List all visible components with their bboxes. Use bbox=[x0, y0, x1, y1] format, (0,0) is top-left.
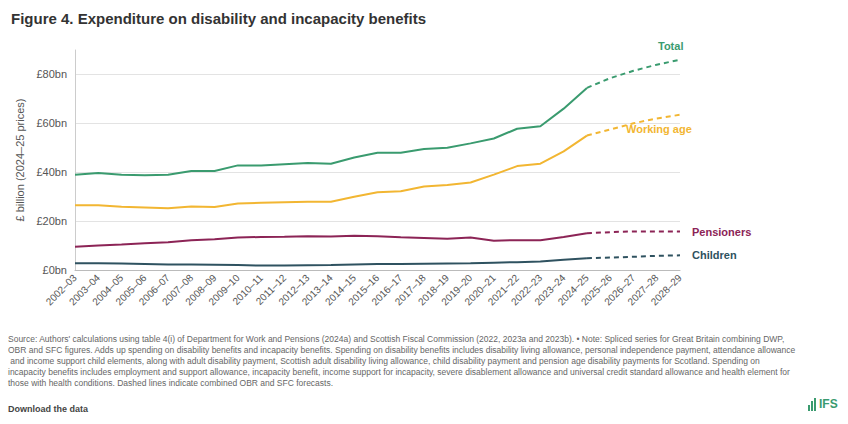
svg-text:Figure 4. Expenditure on disab: Figure 4. Expenditure on disability and … bbox=[11, 10, 426, 27]
svg-text:IFS: IFS bbox=[819, 397, 838, 411]
svg-text:2027–28: 2027–28 bbox=[625, 272, 661, 308]
svg-text:2017–18: 2017–18 bbox=[392, 272, 428, 308]
svg-text:2026–27: 2026–27 bbox=[602, 272, 638, 308]
svg-text:£60bn: £60bn bbox=[36, 117, 67, 129]
svg-text:2015–16: 2015–16 bbox=[346, 272, 382, 308]
svg-text:Pensioners: Pensioners bbox=[692, 226, 751, 238]
svg-text:£ billion (2024–25 prices): £ billion (2024–25 prices) bbox=[14, 99, 26, 222]
svg-text:2016–17: 2016–17 bbox=[369, 272, 405, 308]
svg-text:2022–23: 2022–23 bbox=[509, 272, 545, 308]
svg-text:Source: Authors' calculations: Source: Authors' calculations using tabl… bbox=[8, 334, 787, 344]
svg-text:those with health conditions.: those with health conditions. Dashed lin… bbox=[8, 378, 333, 388]
svg-text:2006–07: 2006–07 bbox=[136, 272, 172, 308]
svg-text:2011–12: 2011–12 bbox=[253, 272, 289, 307]
svg-text:2010–11: 2010–11 bbox=[230, 272, 265, 307]
svg-text:2019–20: 2019–20 bbox=[439, 272, 475, 308]
svg-text:2028–29: 2028–29 bbox=[649, 272, 685, 308]
svg-text:2023–24: 2023–24 bbox=[532, 272, 568, 308]
svg-text:Total: Total bbox=[658, 40, 683, 52]
svg-text:2005–06: 2005–06 bbox=[113, 272, 149, 308]
svg-text:2012–13: 2012–13 bbox=[276, 272, 312, 308]
svg-text:£20bn: £20bn bbox=[36, 215, 67, 227]
svg-text:2020–21: 2020–21 bbox=[462, 272, 498, 308]
svg-text:2007–08: 2007–08 bbox=[160, 272, 196, 308]
svg-text:2021–22: 2021–22 bbox=[485, 272, 521, 308]
svg-text:2014–15: 2014–15 bbox=[322, 272, 359, 308]
svg-text:incapacity benefits includes e: incapacity benefits includes employment … bbox=[8, 367, 792, 377]
svg-text:£80bn: £80bn bbox=[36, 68, 67, 80]
svg-text:Children: Children bbox=[692, 249, 737, 261]
svg-text:2024–25: 2024–25 bbox=[555, 272, 591, 308]
svg-text:OBR and SFC figures. Adds up s: OBR and SFC figures. Adds up spending on… bbox=[8, 345, 795, 355]
svg-text:2003–04: 2003–04 bbox=[66, 272, 103, 308]
svg-text:2018–19: 2018–19 bbox=[415, 272, 452, 308]
svg-text:Working age: Working age bbox=[626, 123, 692, 135]
svg-text:2002–03: 2002–03 bbox=[43, 272, 79, 308]
svg-text:£40bn: £40bn bbox=[36, 166, 67, 178]
svg-text:£0bn: £0bn bbox=[43, 264, 67, 276]
svg-text:2013–14: 2013–14 bbox=[299, 272, 335, 308]
svg-text:2008–09: 2008–09 bbox=[183, 272, 219, 308]
svg-text:2009–10: 2009–10 bbox=[206, 272, 242, 308]
svg-text:2025–26: 2025–26 bbox=[578, 272, 615, 308]
svg-text:and income support child eleme: and income support child elements, along… bbox=[8, 356, 762, 366]
svg-text:Download the data: Download the data bbox=[8, 404, 89, 414]
svg-text:2004–05: 2004–05 bbox=[90, 272, 126, 308]
